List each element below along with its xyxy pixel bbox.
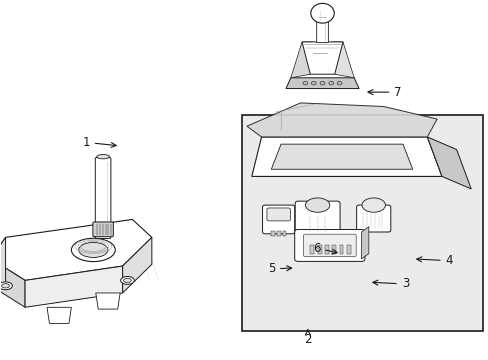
Ellipse shape <box>123 278 131 283</box>
Bar <box>317 244 321 253</box>
Bar <box>310 244 314 253</box>
FancyBboxPatch shape <box>295 201 339 238</box>
Polygon shape <box>271 144 412 169</box>
Circle shape <box>311 81 316 85</box>
FancyBboxPatch shape <box>294 229 364 261</box>
Polygon shape <box>331 42 353 78</box>
Polygon shape <box>302 42 342 74</box>
Circle shape <box>336 81 341 85</box>
Bar <box>276 231 280 235</box>
Ellipse shape <box>310 3 333 23</box>
Polygon shape <box>361 226 368 259</box>
Polygon shape <box>0 237 5 286</box>
FancyBboxPatch shape <box>303 234 355 257</box>
Text: 5: 5 <box>267 262 291 275</box>
Ellipse shape <box>121 276 134 284</box>
Ellipse shape <box>1 284 9 288</box>
Bar <box>282 231 286 235</box>
Polygon shape <box>251 137 441 176</box>
Polygon shape <box>0 220 152 280</box>
Text: 2: 2 <box>304 330 311 346</box>
Text: 6: 6 <box>312 242 336 255</box>
FancyBboxPatch shape <box>262 205 294 234</box>
Text: 7: 7 <box>367 86 401 99</box>
Bar <box>242 116 483 330</box>
Polygon shape <box>290 42 312 78</box>
Ellipse shape <box>305 198 329 212</box>
Polygon shape <box>427 137 470 189</box>
Text: 1: 1 <box>82 136 116 149</box>
FancyBboxPatch shape <box>266 208 290 221</box>
Ellipse shape <box>97 154 109 159</box>
Bar <box>331 244 335 253</box>
Bar <box>346 244 350 253</box>
Bar <box>339 244 343 253</box>
Ellipse shape <box>79 242 108 257</box>
Polygon shape <box>47 307 71 323</box>
Text: 4: 4 <box>416 254 452 267</box>
Circle shape <box>328 81 333 85</box>
Polygon shape <box>122 237 152 293</box>
Polygon shape <box>285 78 358 89</box>
FancyBboxPatch shape <box>316 22 328 42</box>
Text: 3: 3 <box>372 278 408 291</box>
Polygon shape <box>25 266 122 307</box>
Bar <box>325 244 328 253</box>
FancyBboxPatch shape <box>356 205 390 232</box>
Circle shape <box>303 81 307 85</box>
Bar <box>242 116 483 330</box>
FancyBboxPatch shape <box>95 157 111 238</box>
Ellipse shape <box>71 238 115 262</box>
Ellipse shape <box>361 198 385 212</box>
Circle shape <box>320 81 325 85</box>
FancyBboxPatch shape <box>93 222 113 237</box>
Ellipse shape <box>0 282 12 290</box>
Polygon shape <box>246 103 436 137</box>
Bar <box>270 231 274 235</box>
Polygon shape <box>0 259 25 307</box>
Polygon shape <box>96 293 120 309</box>
